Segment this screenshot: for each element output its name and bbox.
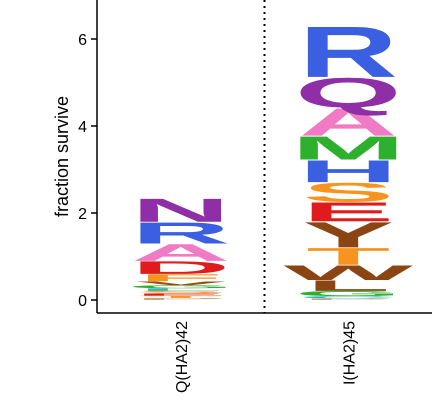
y-tick-label: 4	[78, 119, 87, 136]
logo-letter: P	[135, 297, 226, 300]
logo-letter: A	[299, 101, 398, 145]
logo-letter: E	[303, 197, 394, 227]
logo-letter: R	[131, 216, 230, 250]
logo-letter: Y	[303, 215, 394, 255]
logo-letter: G	[127, 284, 234, 289]
y-axis-title: fraction survive	[52, 96, 72, 217]
site-label: I(HA2)45	[341, 321, 358, 385]
y-tick-label: 6	[78, 32, 87, 49]
logo-letter: L	[139, 288, 223, 292]
logo-letter: Q	[295, 69, 402, 117]
logo-letter: T	[139, 295, 223, 298]
y-tick-label: 2	[78, 206, 87, 223]
logo-letter: H	[299, 154, 398, 189]
logo-letter: D	[131, 257, 230, 277]
logo-letter: A	[131, 239, 230, 266]
logo-letter: P	[303, 298, 394, 301]
logo-letter: S	[135, 290, 226, 294]
logo-letter: N	[131, 192, 230, 229]
logo-letter: V	[135, 280, 227, 286]
y-ticks: 0 2 4 6	[78, 32, 97, 310]
logo-letter: R	[299, 12, 398, 93]
logo-letter: T	[306, 243, 390, 270]
logo-letter: G	[295, 290, 402, 298]
y-tick-label: 0	[78, 293, 87, 310]
logo-letter: W	[284, 261, 414, 285]
site-labels: Q(HA2)42 I(HA2)45	[174, 321, 359, 393]
logo-letter: C	[299, 296, 398, 299]
logo-letter: M	[291, 130, 405, 167]
logo-letter: L	[306, 277, 390, 294]
axes	[96, 0, 432, 314]
logo-letter: S	[303, 177, 394, 207]
logo-letter: F	[139, 272, 223, 284]
site-label: Q(HA2)42	[174, 321, 191, 393]
logo-letter: E	[135, 293, 226, 296]
